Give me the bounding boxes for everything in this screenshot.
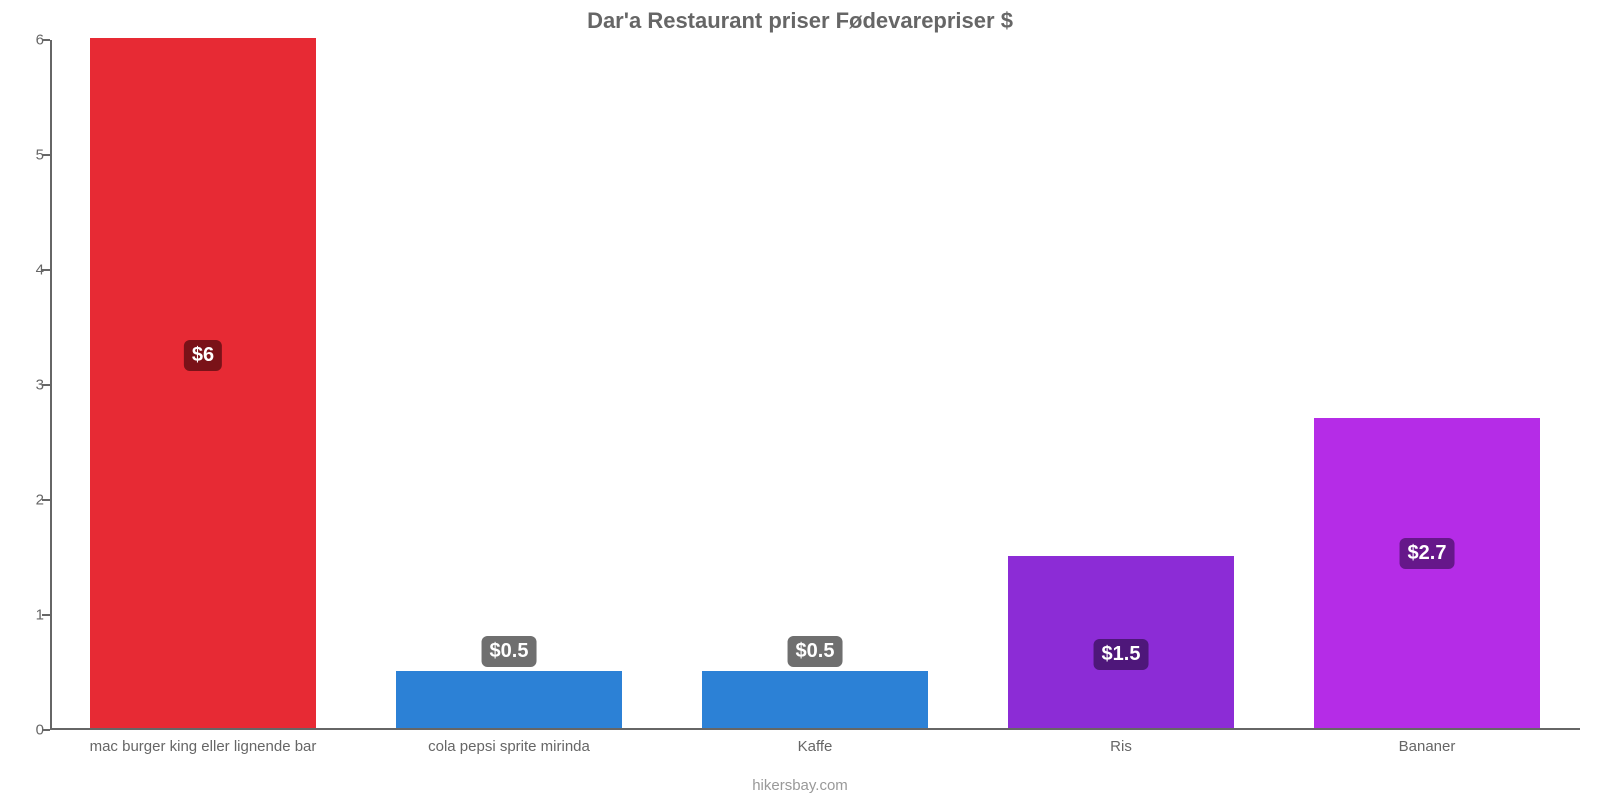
chart-title: Dar'a Restaurant priser Fødevarepriser $ — [0, 8, 1600, 34]
bar-value-badge: $1.5 — [1094, 639, 1149, 670]
category-label: Kaffe — [662, 738, 968, 755]
plot-area: $6mac burger king eller lignende bar$0.5… — [50, 40, 1580, 730]
credit-text: hikersbay.com — [0, 777, 1600, 794]
category-label: Ris — [968, 738, 1274, 755]
y-tick-label: 4 — [16, 262, 44, 279]
category-label: Bananer — [1274, 738, 1580, 755]
bar-slot: $0.5Kaffe — [662, 40, 968, 730]
bar — [1314, 418, 1540, 729]
y-tick-label: 3 — [16, 377, 44, 394]
y-tick-label: 1 — [16, 607, 44, 624]
bar-slot: $0.5cola pepsi sprite mirinda — [356, 40, 662, 730]
bars-layer: $6mac burger king eller lignende bar$0.5… — [50, 40, 1580, 730]
bar-value-badge: $6 — [184, 340, 222, 371]
bar-slot: $2.7Bananer — [1274, 40, 1580, 730]
y-tick-label: 0 — [16, 722, 44, 739]
bar — [396, 671, 622, 729]
y-tick-label: 6 — [16, 32, 44, 49]
chart-container: Dar'a Restaurant priser Fødevarepriser $… — [0, 0, 1600, 800]
y-tick-label: 5 — [16, 147, 44, 164]
category-label: cola pepsi sprite mirinda — [356, 738, 662, 755]
bar-value-badge: $2.7 — [1400, 538, 1455, 569]
category-label: mac burger king eller lignende bar — [50, 738, 356, 755]
bar-slot: $1.5Ris — [968, 40, 1274, 730]
bar — [90, 38, 316, 728]
bar — [702, 671, 928, 729]
bar-value-badge: $0.5 — [482, 636, 537, 667]
y-tick-label: 2 — [16, 492, 44, 509]
bar-value-badge: $0.5 — [788, 636, 843, 667]
bar-slot: $6mac burger king eller lignende bar — [50, 40, 356, 730]
